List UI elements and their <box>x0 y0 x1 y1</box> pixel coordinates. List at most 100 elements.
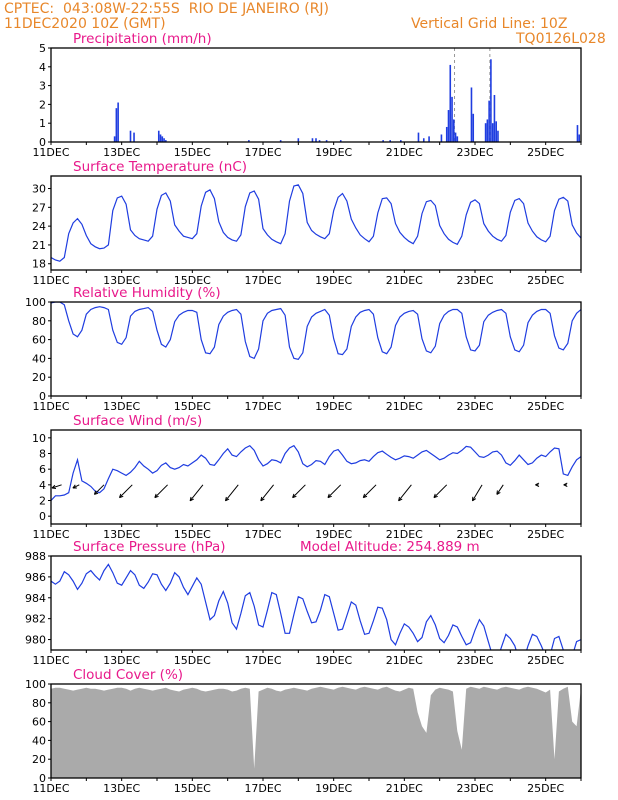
precip-bar <box>454 132 457 142</box>
x-tick-label: 19DEC <box>315 782 352 795</box>
x-tick-label: 13DEC <box>103 274 140 287</box>
x-tick-label: 23DEC <box>456 400 493 413</box>
precip-bar <box>447 110 450 142</box>
wind-arrow-head <box>224 496 230 502</box>
pres-series-line <box>51 563 581 650</box>
wind-arrow-head <box>154 493 159 499</box>
wind-arrow-head <box>496 490 501 495</box>
wind-arrow-head <box>189 496 194 502</box>
x-tick-label: 15DEC <box>174 400 211 413</box>
wind-arrow-head <box>398 496 403 502</box>
precip-bar <box>495 121 497 142</box>
rh-title: Relative Humidity (%) <box>73 285 221 301</box>
precip-bar <box>400 140 402 142</box>
precip-bar <box>165 140 167 142</box>
forecast-init-time: 11DEC2020 10Z (GMT) <box>4 16 166 32</box>
y-tick-label: 21 <box>32 239 46 252</box>
precip-bar <box>490 59 492 142</box>
wind-arrow <box>94 484 105 495</box>
x-tick-label: 17DEC <box>244 146 281 159</box>
precip-bar <box>578 134 581 142</box>
temp-frame <box>50 175 582 271</box>
precip-bar <box>339 140 342 142</box>
x-tick-label: 17DEC <box>244 274 281 287</box>
wind-arrow-head <box>118 493 124 499</box>
wind-arrow <box>433 484 448 498</box>
cloud-cover-area <box>51 686 581 778</box>
x-tick-label: 17DEC <box>244 782 281 795</box>
x-tick-label: 11DEC <box>32 782 69 795</box>
x-tick-label: 21DEC <box>386 654 423 667</box>
x-tick-label: 25DEC <box>527 654 564 667</box>
cloud-frame <box>50 683 582 779</box>
y-tick-label: 4 <box>39 61 46 74</box>
y-tick-label: 4 <box>39 479 46 492</box>
precip-bar <box>451 96 453 142</box>
y-tick-label: 3 <box>39 80 46 93</box>
wind-arrow <box>51 484 62 489</box>
y-tick-label: 27 <box>32 201 46 214</box>
x-tick-label: 15DEC <box>174 146 211 159</box>
precip-bar <box>493 95 496 142</box>
y-tick-label: 8 <box>39 448 46 461</box>
wind-arrow-head <box>93 490 99 495</box>
x-tick-label: 13DEC <box>103 528 140 541</box>
precip-title: Precipitation (mm/h) <box>73 31 212 47</box>
x-tick-label: 15DEC <box>174 274 211 287</box>
y-tick-label: 1 <box>39 117 46 130</box>
precip-bar <box>428 136 430 142</box>
x-tick-label: 23DEC <box>456 274 493 287</box>
precip-bar <box>484 123 487 142</box>
y-tick-label: 0 <box>39 772 46 785</box>
pres-frame <box>50 555 582 651</box>
y-tick-label: 2 <box>39 495 46 508</box>
wind-arrow <box>260 484 274 502</box>
precip-bar <box>453 119 455 142</box>
precip-bar <box>129 130 132 142</box>
wind-arrow <box>225 484 239 502</box>
precip-bar <box>449 64 452 142</box>
x-tick-label: 25DEC <box>527 146 564 159</box>
precip-bar <box>470 87 473 142</box>
temp-series-line <box>51 184 581 262</box>
x-tick-label: 21DEC <box>386 400 423 413</box>
precip-bar <box>382 140 384 142</box>
x-tick-label: 17DEC <box>244 654 281 667</box>
x-tick-label: 17DEC <box>244 400 281 413</box>
y-tick-label: 5 <box>39 42 46 55</box>
x-tick-label: 15DEC <box>174 782 211 795</box>
location-header: CPTEC: 043:08W-22:55S RIO DE JANEIRO (RJ… <box>4 1 330 17</box>
y-tick-label: 60 <box>32 716 46 729</box>
precip-bar <box>248 140 250 142</box>
precip-bar <box>325 140 328 142</box>
y-tick-label: 986 <box>25 571 46 584</box>
x-tick-label: 11DEC <box>32 528 69 541</box>
precip-bar <box>161 136 164 142</box>
precip-bar <box>159 134 162 142</box>
x-tick-label: 11DEC <box>32 400 69 413</box>
precip-bar <box>318 140 321 142</box>
wind-arrow <box>292 484 306 498</box>
wind-arrow-head <box>327 493 332 499</box>
y-tick-label: 40 <box>32 734 46 747</box>
x-tick-label: 25DEC <box>527 400 564 413</box>
x-tick-label: 21DEC <box>386 782 423 795</box>
x-tick-label: 23DEC <box>456 528 493 541</box>
x-tick-label: 23DEC <box>456 782 493 795</box>
rh-frame <box>50 301 582 397</box>
x-tick-label: 13DEC <box>103 782 140 795</box>
x-tick-label: 13DEC <box>103 400 140 413</box>
precip-bar <box>315 138 317 142</box>
y-tick-label: 40 <box>32 352 46 365</box>
precip-bar <box>456 136 459 142</box>
wind-title: Surface Wind (m/s) <box>73 413 202 429</box>
precip-bar <box>576 125 579 142</box>
y-tick-label: 6 <box>39 463 46 476</box>
x-tick-label: 19DEC <box>315 274 352 287</box>
wind-arrow <box>154 484 168 498</box>
x-tick-label: 11DEC <box>32 146 69 159</box>
wind-arrow-head <box>563 482 568 488</box>
y-tick-label: 24 <box>32 220 46 233</box>
x-tick-label: 15DEC <box>174 654 211 667</box>
